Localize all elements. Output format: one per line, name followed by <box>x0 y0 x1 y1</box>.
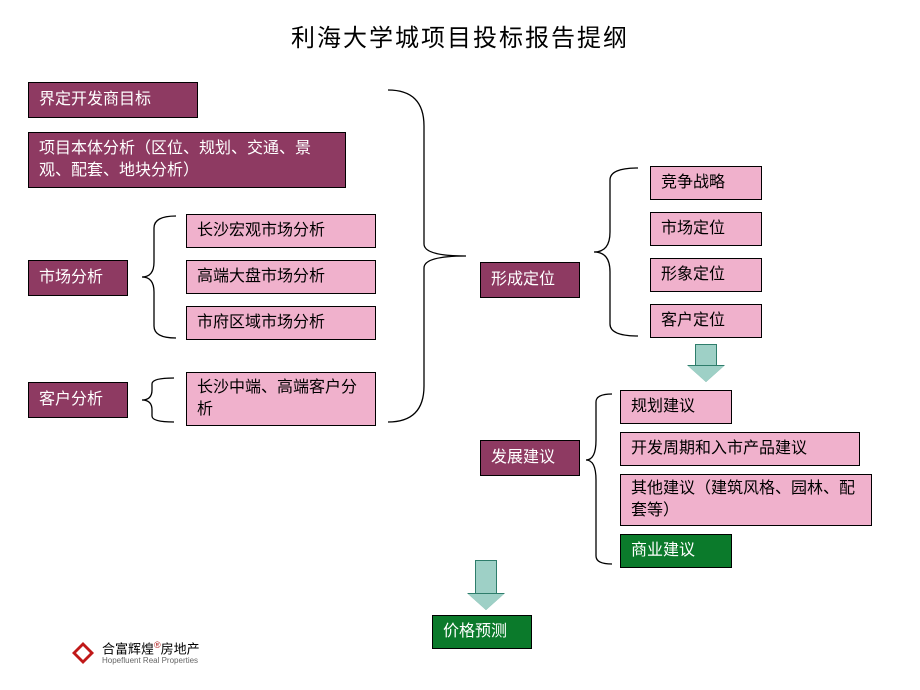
arrow-pos-to-dev <box>688 344 724 382</box>
box-proj-analysis: 项目本体分析（区位、规划、交通、景观、配套、地块分析） <box>28 132 346 188</box>
box-pos-s3: 形象定位 <box>650 258 762 292</box>
logo-icon <box>70 640 96 666</box>
box-dev-target: 界定开发商目标 <box>28 82 198 118</box>
box-market: 市场分析 <box>28 260 128 296</box>
box-develop: 发展建议 <box>480 440 580 476</box>
box-pos-s2: 市场定位 <box>650 212 762 246</box>
logo: 合富辉煌®房地产 Hopefluent Real Properties <box>70 640 200 666</box>
bracket-develop <box>584 392 614 566</box>
box-dev-s4: 商业建议 <box>620 534 732 568</box>
logo-brand-suffix: 房地产 <box>161 641 200 656</box>
box-customer: 客户分析 <box>28 382 128 418</box>
box-pos-s4: 客户定位 <box>650 304 762 338</box>
bracket-position <box>590 166 642 338</box>
box-pos-s1: 竞争战略 <box>650 166 762 200</box>
box-market-s2: 高端大盘市场分析 <box>186 260 376 294</box>
logo-text: 合富辉煌®房地产 <box>102 641 200 657</box>
logo-brand-en: Hopefluent Real Properties <box>102 656 200 665</box>
box-market-s1: 长沙宏观市场分析 <box>186 214 376 248</box>
logo-brand-cn: 合富辉煌 <box>102 641 154 656</box>
bracket-market <box>136 214 180 340</box>
box-position: 形成定位 <box>480 262 580 298</box>
logo-reg-icon: ® <box>154 640 161 650</box>
box-dev-s3: 其他建议（建筑风格、园林、配套等） <box>620 474 872 526</box>
box-dev-s2: 开发周期和入市产品建议 <box>620 432 860 466</box>
page-title: 利海大学城项目投标报告提纲 <box>0 0 920 53</box>
box-customer-s1: 长沙中端、高端客户分析 <box>186 372 376 426</box>
bracket-customer <box>136 376 180 424</box>
box-price: 价格预测 <box>432 615 532 649</box>
box-dev-s1: 规划建议 <box>620 390 732 424</box>
arrow-dev-to-price <box>468 560 504 610</box>
bracket-main <box>384 86 470 426</box>
box-market-s3: 市府区域市场分析 <box>186 306 376 340</box>
